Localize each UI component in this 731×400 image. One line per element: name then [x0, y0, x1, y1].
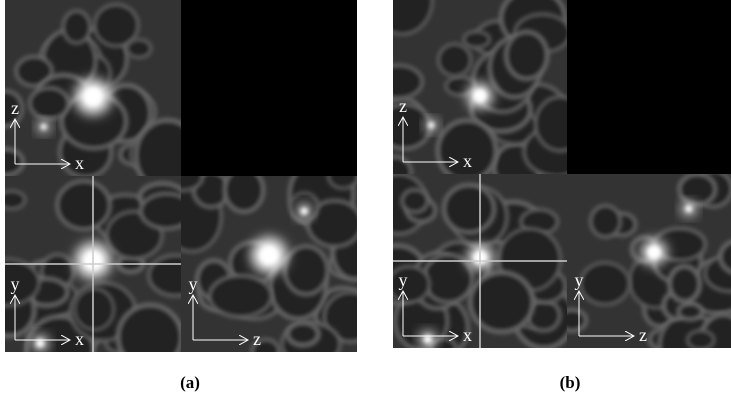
- cell-outline: [581, 262, 630, 304]
- figure: z x y x y z (a) z x y x y z (b): [0, 0, 731, 400]
- cell-outline: [444, 185, 495, 233]
- axis-label: x: [463, 151, 472, 171]
- cell-outline: [388, 266, 430, 303]
- cell-outline: [687, 330, 714, 349]
- cell-outline: [669, 266, 700, 302]
- cell-outline: [287, 323, 319, 346]
- cell-outline: [0, 191, 25, 209]
- axis-label: z: [399, 96, 407, 116]
- bright-core: [84, 88, 102, 106]
- bright-core: [41, 124, 47, 130]
- axis-label: z: [11, 98, 19, 118]
- cell-outline: [0, 149, 23, 176]
- bright-core: [474, 89, 487, 102]
- bright-core: [428, 122, 434, 128]
- bright-core: [260, 246, 278, 264]
- bright-core: [685, 205, 692, 212]
- cell-outline: [506, 31, 548, 79]
- cell-outline: [118, 305, 182, 370]
- cell-outline: [284, 246, 327, 295]
- caption: (a): [180, 373, 200, 392]
- axis-label: y: [399, 270, 408, 290]
- axis-label: z: [639, 325, 647, 345]
- empty-quadrant: [567, 0, 731, 174]
- image-texture: [372, 0, 590, 189]
- empty-quadrant: [181, 0, 357, 176]
- cell-outline: [438, 44, 471, 76]
- axis-label: x: [463, 325, 472, 345]
- cell-outline: [209, 275, 272, 317]
- cell-outline: [374, 65, 423, 98]
- panel: z x y x y z (b): [367, 0, 731, 392]
- caption: (b): [560, 373, 581, 392]
- cell-outline: [679, 174, 716, 205]
- bright-core: [301, 208, 308, 215]
- axis-label: x: [75, 329, 84, 349]
- cell-outline: [63, 11, 90, 44]
- panel: z x y x y z (a): [0, 0, 378, 392]
- cell-outline: [402, 189, 428, 212]
- axis-label: z: [253, 329, 261, 349]
- axis-label: y: [189, 274, 198, 294]
- axis-label: x: [75, 153, 84, 173]
- cell-outline: [127, 39, 151, 57]
- cell-outline: [29, 88, 68, 119]
- bright-core: [648, 246, 661, 259]
- cell-outline: [57, 181, 110, 230]
- cell-outline: [590, 205, 620, 237]
- cell-outline: [678, 303, 702, 319]
- cell-outline: [74, 288, 114, 330]
- axis-label: y: [575, 270, 584, 290]
- cell-outline: [463, 31, 489, 48]
- axis-label: y: [11, 274, 20, 294]
